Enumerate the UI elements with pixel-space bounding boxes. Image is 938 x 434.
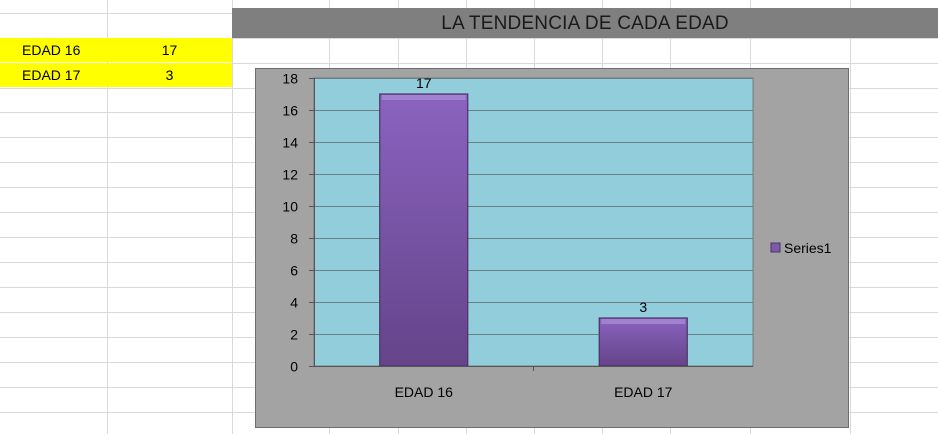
x-tick-label: EDAD 16: [395, 384, 454, 400]
bar-edad-17[interactable]: [598, 317, 688, 367]
chart-title: LA TENDENCIA DE CADA EDAD: [441, 13, 729, 34]
cell-label-edad-17[interactable]: EDAD 17: [0, 63, 107, 87]
data-label: 17: [416, 75, 432, 91]
y-tick-label: 12: [282, 167, 298, 183]
y-tick-label: 6: [290, 263, 298, 279]
legend-swatch: [770, 242, 781, 253]
y-tick-label: 4: [290, 295, 298, 311]
y-tick-label: 16: [282, 103, 298, 119]
cell-value-edad-17[interactable]: 3: [107, 63, 232, 87]
legend-label: Series1: [784, 240, 832, 256]
title-bar: [232, 8, 938, 38]
y-tick-label: 14: [282, 135, 298, 151]
x-tick-label: EDAD 17: [614, 384, 673, 400]
legend[interactable]: Series1: [770, 240, 832, 256]
bar-edad-16[interactable]: [379, 93, 469, 367]
y-tick-label: 2: [290, 327, 298, 343]
y-tick-label: 0: [290, 359, 298, 375]
data-label: 3: [639, 299, 647, 315]
cell-value-edad-16[interactable]: 17: [107, 38, 232, 62]
y-tick-label: 8: [290, 231, 298, 247]
cell-label-edad-16[interactable]: EDAD 16: [0, 38, 107, 62]
y-tick-label: 18: [282, 71, 298, 87]
bar-highlight: [381, 95, 466, 100]
y-tick-label: 10: [282, 199, 298, 215]
bar-highlight: [601, 319, 686, 324]
